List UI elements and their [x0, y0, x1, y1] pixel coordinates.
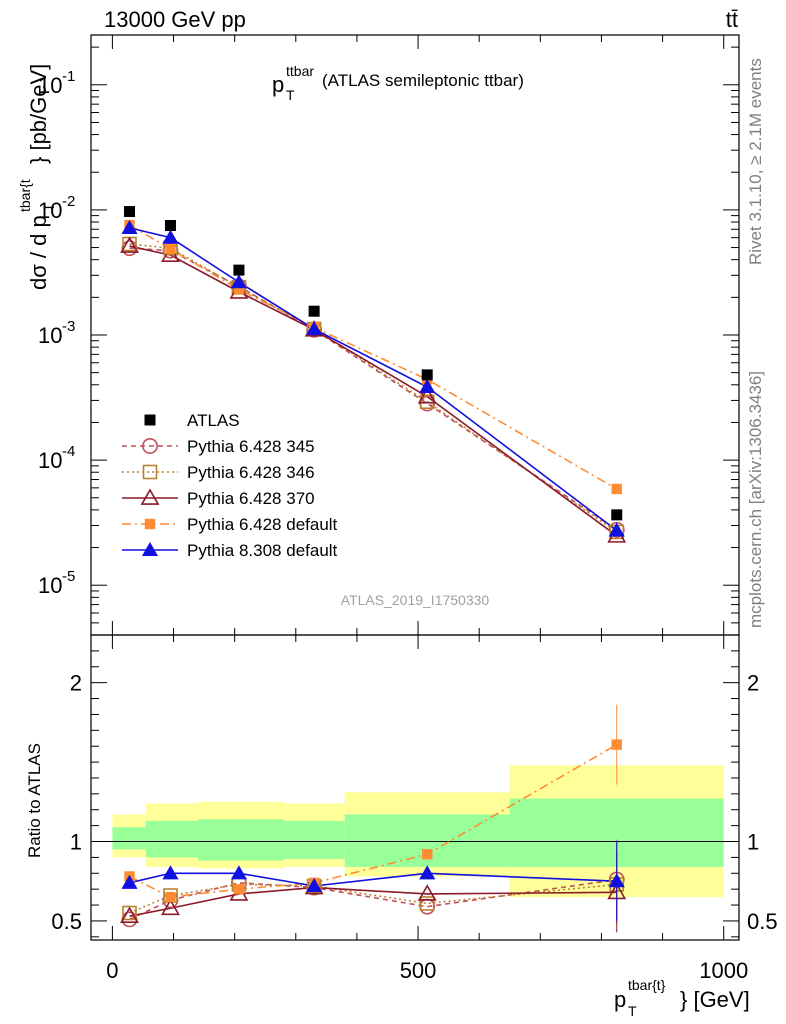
legend-marker	[144, 414, 156, 426]
y-tick-label-exp: -5	[62, 568, 75, 585]
band-inner	[197, 819, 284, 861]
series-point-ratio	[121, 874, 138, 889]
y-tick-label-exp: -2	[62, 193, 75, 210]
series-point-ratio	[422, 849, 433, 860]
legend-label: Pythia 8.308 default	[187, 541, 338, 560]
series-point-top	[306, 320, 323, 336]
series-markers	[120, 206, 627, 933]
series-line-ratio	[129, 872, 617, 887]
y-tick-label-exp: -4	[62, 443, 75, 460]
legend-label: Pythia 6.428 370	[187, 489, 315, 508]
legend-marker	[142, 438, 158, 454]
y-tick-label: 10	[38, 323, 62, 348]
ratio-tick-label-right: 1	[747, 830, 759, 855]
series-point-top	[120, 236, 139, 253]
series-point-ratio	[230, 865, 247, 880]
series-point-top	[121, 219, 138, 234]
ratio-panel-border	[90, 634, 740, 941]
legend-label: Pythia 6.428 346	[187, 463, 315, 482]
series-line-top	[129, 227, 618, 532]
header-energy: 13000 GeV pp	[104, 7, 246, 32]
data-point	[233, 264, 245, 276]
series-point-ratio	[165, 891, 176, 903]
title-main: p	[272, 72, 284, 97]
legend-marker	[142, 464, 158, 480]
y-tick-label: 10	[38, 73, 62, 98]
ratio-bands	[112, 765, 724, 898]
legend-marker	[140, 488, 160, 505]
series-point-top	[608, 522, 625, 537]
band-inner	[283, 820, 345, 859]
legend: ATLAS Pythia 6.428 345 Pythia 6.428 346 Pyt…	[122, 411, 338, 560]
legend-marker	[144, 518, 156, 530]
series-line-top	[129, 247, 618, 531]
series-point-ratio	[161, 898, 180, 916]
series-point-top	[162, 229, 179, 244]
x-tick-label: 500	[400, 958, 437, 983]
series-point-top	[419, 378, 436, 394]
ylabel-pre: dσ / d p	[26, 215, 51, 290]
legend-label: Pythia 6.428 default	[187, 515, 338, 534]
series-point-ratio	[417, 884, 437, 901]
xlabel-sub: T	[628, 1003, 637, 1019]
band-inner	[146, 820, 198, 858]
mcplots-label: mcplots.cern.ch [arXiv:1306.3436]	[746, 371, 765, 628]
series-point-ratio	[162, 865, 179, 880]
series-point-top	[419, 394, 435, 410]
y-tick-label-exp: -3	[62, 318, 75, 335]
series-point-top	[230, 274, 247, 289]
series-point-ratio	[120, 906, 139, 924]
x-tick-label: 1000	[699, 958, 748, 983]
series-point-ratio	[419, 865, 436, 880]
ylabel-sub: T	[41, 203, 58, 212]
ratio-tick-label-left: 1	[70, 830, 82, 855]
ratio-tick-label-right: 2	[747, 671, 759, 696]
xlabel-rest: } [GeV]	[680, 987, 750, 1012]
title-sub: T	[286, 87, 295, 103]
legend-label: Pythia 6.428 345	[187, 437, 315, 456]
rivet-label: Rivet 3.1.10, ≥ 2.1M events	[746, 58, 765, 265]
data-point	[164, 220, 176, 232]
y-tick-label: 10	[38, 448, 62, 473]
top-yaxis-label: dσ / d p T tbar{t } [pb/GeV]	[17, 64, 58, 290]
band-inner	[112, 827, 147, 850]
series-point-ratio	[233, 883, 245, 895]
ratio-tick-label-left: 2	[70, 671, 82, 696]
chart-title: p T ttbar (ATLAS semileptonic ttbar)	[272, 63, 524, 103]
series-point-ratio	[306, 877, 323, 893]
ratio-tick-label-left: 0.5	[51, 909, 82, 934]
y-tick-label: 10	[38, 198, 62, 223]
ratio-tick-label-right: 0.5	[747, 909, 778, 934]
data-point	[124, 206, 136, 218]
ylabel-rest: } [pb/GeV]	[26, 64, 51, 164]
xlabel-sup: tbar{t}	[628, 977, 666, 993]
xaxis-label: p T tbar{t} } [GeV]	[614, 977, 750, 1019]
data-point	[421, 369, 433, 381]
series-point-ratio	[419, 896, 435, 911]
data-point	[611, 509, 623, 521]
y-tick-label: 10	[38, 573, 62, 598]
ratio-panel-frame	[90, 634, 740, 941]
xlabel-main: p	[614, 987, 626, 1012]
ylabel-sup: tbar{t	[17, 179, 33, 212]
y-tick-label-exp: -1	[62, 68, 75, 85]
data-point	[308, 305, 320, 317]
ratio-yaxis-label: Ratio to ATLAS	[25, 743, 44, 858]
x-tick-label: 0	[106, 958, 118, 983]
title-rest: (ATLAS semileptonic ttbar)	[322, 71, 524, 90]
series-point-top	[233, 284, 245, 295]
analysis-watermark: ATLAS_2019_I1750330	[341, 592, 490, 608]
series-point-top	[611, 483, 622, 495]
series-point-top	[417, 386, 437, 404]
series-point-ratio	[122, 905, 137, 921]
legend-label: ATLAS	[187, 411, 240, 430]
series-line-ratio	[129, 886, 617, 917]
legend-marker	[141, 541, 159, 557]
title-sup: ttbar	[286, 63, 314, 79]
series-point-top	[165, 243, 176, 255]
header-process: tt̄	[726, 7, 738, 32]
